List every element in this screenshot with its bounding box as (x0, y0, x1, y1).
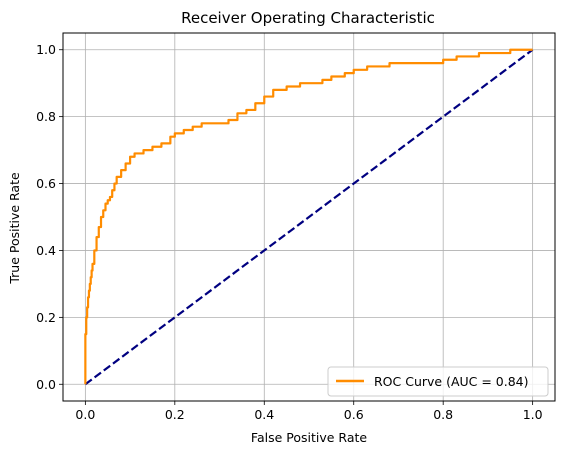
chart-title: Receiver Operating Characteristic (181, 9, 435, 27)
x-tick-label: 0.4 (254, 407, 274, 422)
roc-curve-line (84, 48, 533, 385)
y-tick-label: 0.2 (36, 310, 56, 325)
x-tick-label: 0.2 (165, 407, 185, 422)
y-axis-label: True Positive Rate (7, 172, 22, 285)
x-tick-label: 0.8 (433, 407, 453, 422)
legend-label-roc: ROC Curve (AUC = 0.84) (374, 374, 529, 389)
legend: ROC Curve (AUC = 0.84) (327, 366, 549, 397)
x-tick-label: 0.0 (75, 407, 95, 422)
x-tick-label: 1.0 (523, 407, 543, 422)
y-tick-label: 0.6 (36, 176, 56, 191)
y-tick-label: 0.0 (36, 377, 56, 392)
series-layer (84, 48, 534, 386)
y-tick-label: 0.8 (36, 109, 56, 124)
y-tick-label: 1.0 (36, 42, 56, 57)
x-axis-label: False Positive Rate (251, 430, 367, 445)
grid-lines (63, 33, 555, 401)
axis-ticks: 0.0 0.2 0.4 0.6 0.8 1.0 0.0 0.2 0.4 0.6 0.8 1.0 (36, 42, 543, 422)
y-tick-label: 0.4 (36, 243, 56, 258)
chance-diagonal-line (84, 48, 534, 386)
legend-box (327, 366, 549, 397)
plot-area-frame (62, 32, 556, 402)
x-tick-label: 0.6 (344, 407, 364, 422)
